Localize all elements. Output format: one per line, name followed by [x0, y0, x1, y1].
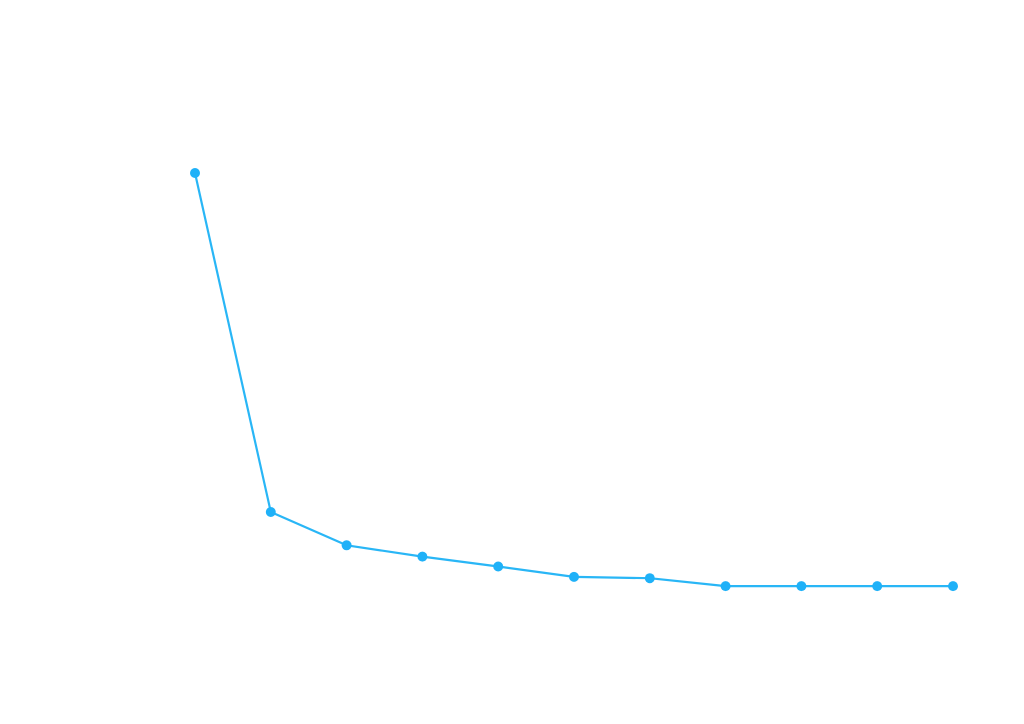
data-point-4: [417, 551, 428, 562]
data-point-5: [493, 561, 504, 572]
series-line-1: [193, 171, 955, 588]
data-point-2: [265, 507, 276, 517]
data-point-7: [644, 573, 655, 584]
data-point-8: [720, 581, 731, 592]
marker-layer: [190, 168, 958, 592]
data-point-9: [796, 581, 807, 592]
data-point-3: [341, 540, 352, 551]
data-point-10: [872, 581, 883, 592]
data-point-1: [190, 168, 200, 178]
series-layer: [193, 171, 955, 588]
data-point-6: [569, 571, 579, 582]
data-point-11: [948, 581, 958, 592]
